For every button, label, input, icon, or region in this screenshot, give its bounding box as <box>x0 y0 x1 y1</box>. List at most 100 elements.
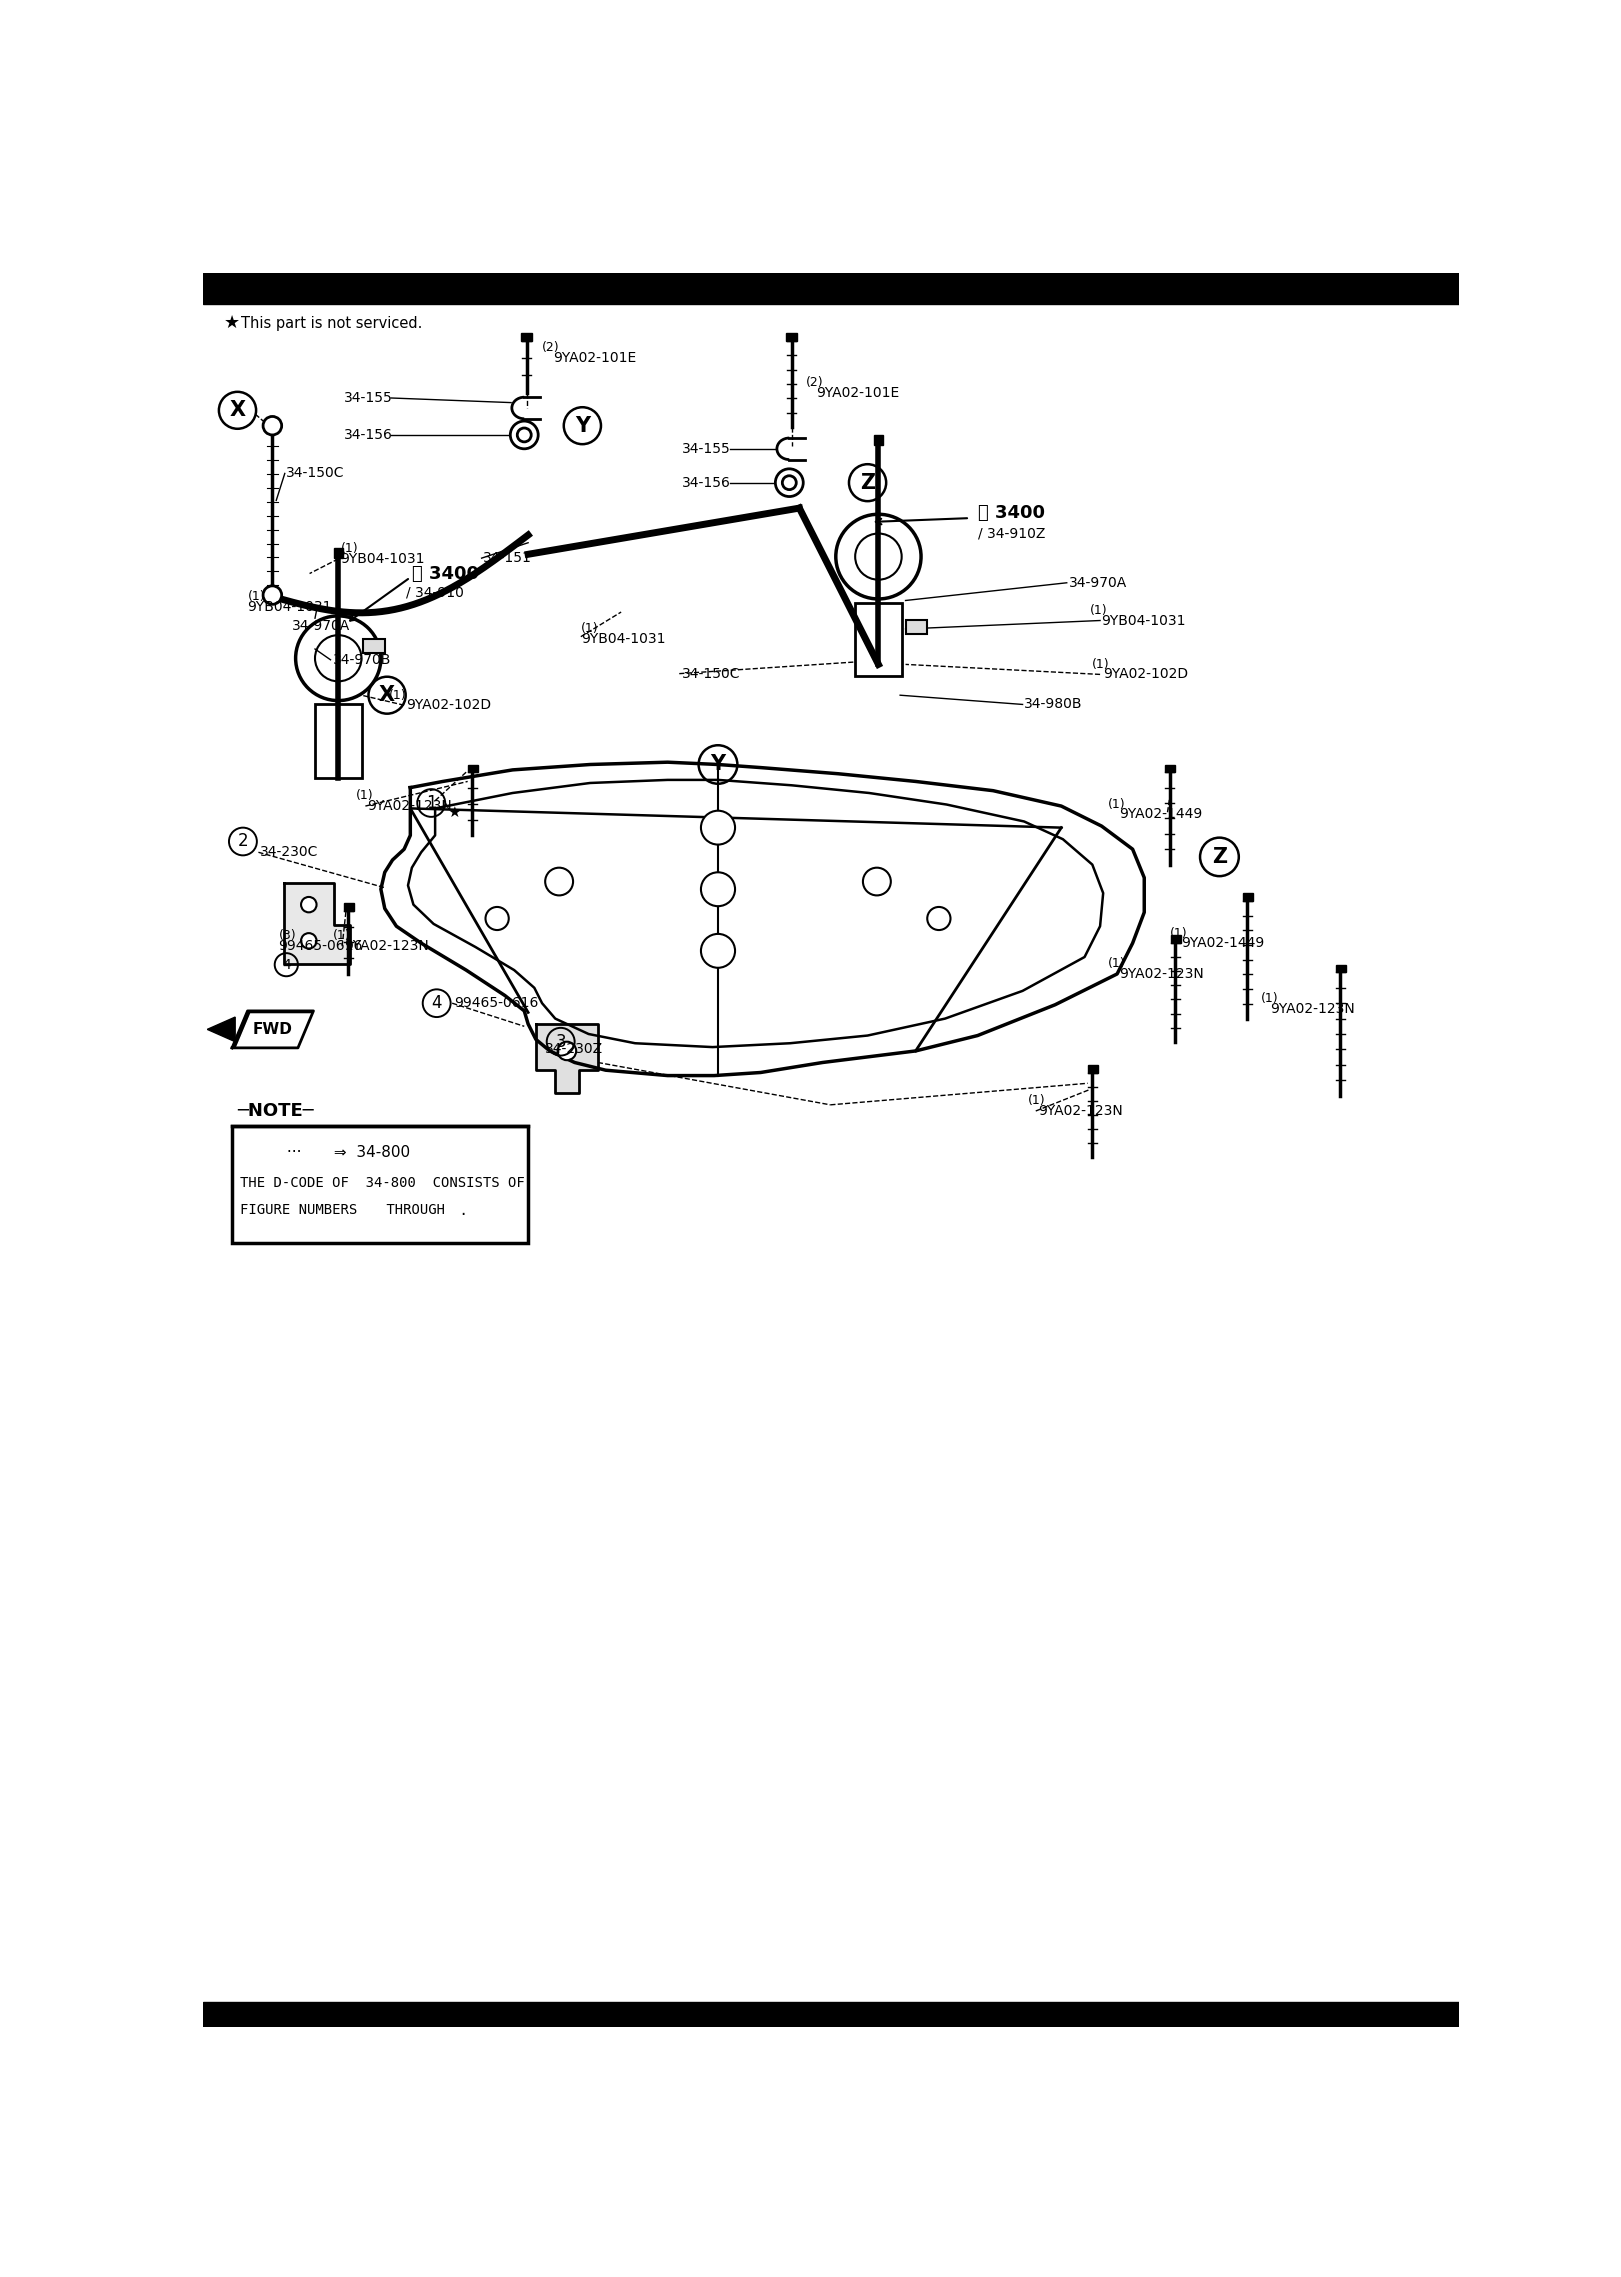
Polygon shape <box>232 1011 313 1047</box>
Text: THROUGH: THROUGH <box>378 1202 444 1216</box>
Text: 9YA02-123N: 9YA02-123N <box>1271 1002 1355 1016</box>
Text: X: X <box>230 401 245 421</box>
Text: (1): (1) <box>1089 603 1107 617</box>
Polygon shape <box>207 1018 235 1041</box>
Text: 9YB04-1031: 9YB04-1031 <box>580 633 665 647</box>
Text: Z: Z <box>1213 847 1227 868</box>
Text: 34-150C: 34-150C <box>681 667 741 681</box>
Bar <box>874 435 883 444</box>
Text: 4: 4 <box>282 959 290 972</box>
Text: ⇒  34-800: ⇒ 34-800 <box>329 1145 410 1159</box>
Bar <box>906 619 927 633</box>
Text: This part is not serviced.: This part is not serviced. <box>242 317 423 330</box>
Text: 34-155: 34-155 <box>681 442 731 455</box>
Text: 9YA02-123N: 9YA02-123N <box>1037 1104 1123 1118</box>
Text: 9YA02-1449: 9YA02-1449 <box>1118 806 1201 820</box>
Text: 1: 1 <box>426 795 436 813</box>
Text: 34-970A: 34-970A <box>1070 576 1127 590</box>
Text: ···: ··· <box>282 1145 302 1159</box>
Circle shape <box>558 1041 575 1061</box>
Bar <box>856 603 901 676</box>
Circle shape <box>700 934 734 968</box>
Bar <box>232 1127 528 1243</box>
Text: ⎙ 3400: ⎙ 3400 <box>412 565 478 583</box>
Text: (2): (2) <box>541 342 559 353</box>
Text: 34-156: 34-156 <box>681 476 731 490</box>
Text: / 34-910: / 34-910 <box>405 585 464 599</box>
Bar <box>1243 893 1253 902</box>
Circle shape <box>517 428 532 442</box>
Text: (1): (1) <box>1261 993 1277 1004</box>
Text: 3: 3 <box>556 1034 566 1050</box>
Text: ★: ★ <box>447 804 460 820</box>
Text: 34-151: 34-151 <box>483 551 532 565</box>
Text: 4: 4 <box>444 1202 452 1216</box>
Text: (1): (1) <box>248 590 266 603</box>
Bar <box>1165 765 1175 772</box>
Text: 9YA02-1449: 9YA02-1449 <box>1180 936 1264 950</box>
Bar <box>203 2001 1459 2027</box>
Text: ─NOTE─: ─NOTE─ <box>237 1102 313 1120</box>
Text: 9YA02-123N: 9YA02-123N <box>366 799 452 813</box>
Bar <box>1170 936 1180 943</box>
Circle shape <box>302 897 316 913</box>
Text: (1): (1) <box>1170 927 1188 940</box>
Text: Y: Y <box>710 754 726 774</box>
Text: 9YA02-123N: 9YA02-123N <box>1118 968 1203 981</box>
Bar <box>1088 1066 1097 1072</box>
Text: 9YB04-1031: 9YB04-1031 <box>248 599 332 613</box>
Circle shape <box>545 868 574 895</box>
Text: 34-230C: 34-230C <box>259 845 318 858</box>
Polygon shape <box>537 1025 598 1093</box>
Bar <box>363 640 384 653</box>
Text: 1: 1 <box>361 1202 370 1216</box>
Circle shape <box>263 417 282 435</box>
Text: (1): (1) <box>332 929 350 943</box>
Bar <box>314 704 361 776</box>
Text: 9YA02-123N: 9YA02-123N <box>344 938 428 954</box>
Bar <box>334 549 344 558</box>
Text: / 34-910Z: / 34-910Z <box>977 526 1046 540</box>
Text: 34-156: 34-156 <box>344 428 392 442</box>
Polygon shape <box>284 883 350 963</box>
Text: (2): (2) <box>806 376 823 389</box>
Text: 9YB04-1031: 9YB04-1031 <box>1102 613 1187 628</box>
Text: 34-150C: 34-150C <box>287 467 345 480</box>
Circle shape <box>700 811 734 845</box>
Text: 34-155: 34-155 <box>344 392 392 405</box>
Bar <box>468 765 478 772</box>
Text: THE D-CODE OF  34-800  CONSISTS OF: THE D-CODE OF 34-800 CONSISTS OF <box>240 1177 525 1191</box>
Text: 4: 4 <box>431 995 443 1013</box>
Text: (1): (1) <box>357 788 374 802</box>
Text: (1): (1) <box>580 622 598 635</box>
Circle shape <box>783 476 796 490</box>
Text: 34-970B: 34-970B <box>332 653 391 667</box>
Text: 9YA02-101E: 9YA02-101E <box>817 387 900 401</box>
Text: (1): (1) <box>1093 658 1110 672</box>
Text: 9YA02-102D: 9YA02-102D <box>1104 667 1188 681</box>
Text: 4: 4 <box>311 1145 321 1159</box>
Text: Y: Y <box>575 417 590 435</box>
Circle shape <box>927 906 950 929</box>
Bar <box>1336 965 1345 972</box>
Bar <box>203 273 1459 305</box>
Text: FIGURE NUMBERS: FIGURE NUMBERS <box>240 1202 357 1216</box>
Bar <box>344 904 353 911</box>
Text: 2: 2 <box>238 833 248 852</box>
Text: 99465-0616: 99465-0616 <box>454 997 538 1011</box>
Bar <box>520 332 532 342</box>
Circle shape <box>700 872 734 906</box>
Text: (1): (1) <box>1107 797 1125 811</box>
Text: (1): (1) <box>389 688 407 701</box>
Text: (3): (3) <box>279 929 297 943</box>
Text: 99465-0616: 99465-0616 <box>279 938 363 954</box>
Circle shape <box>486 906 509 929</box>
Text: X: X <box>379 685 396 706</box>
Circle shape <box>511 421 538 449</box>
Text: (1): (1) <box>1028 1095 1046 1107</box>
Text: 34-970A: 34-970A <box>292 619 350 633</box>
Bar <box>786 332 798 342</box>
Text: ⎙ 3400: ⎙ 3400 <box>977 505 1044 521</box>
Text: 34-230Z: 34-230Z <box>545 1043 603 1057</box>
Text: FWD: FWD <box>253 1022 292 1036</box>
